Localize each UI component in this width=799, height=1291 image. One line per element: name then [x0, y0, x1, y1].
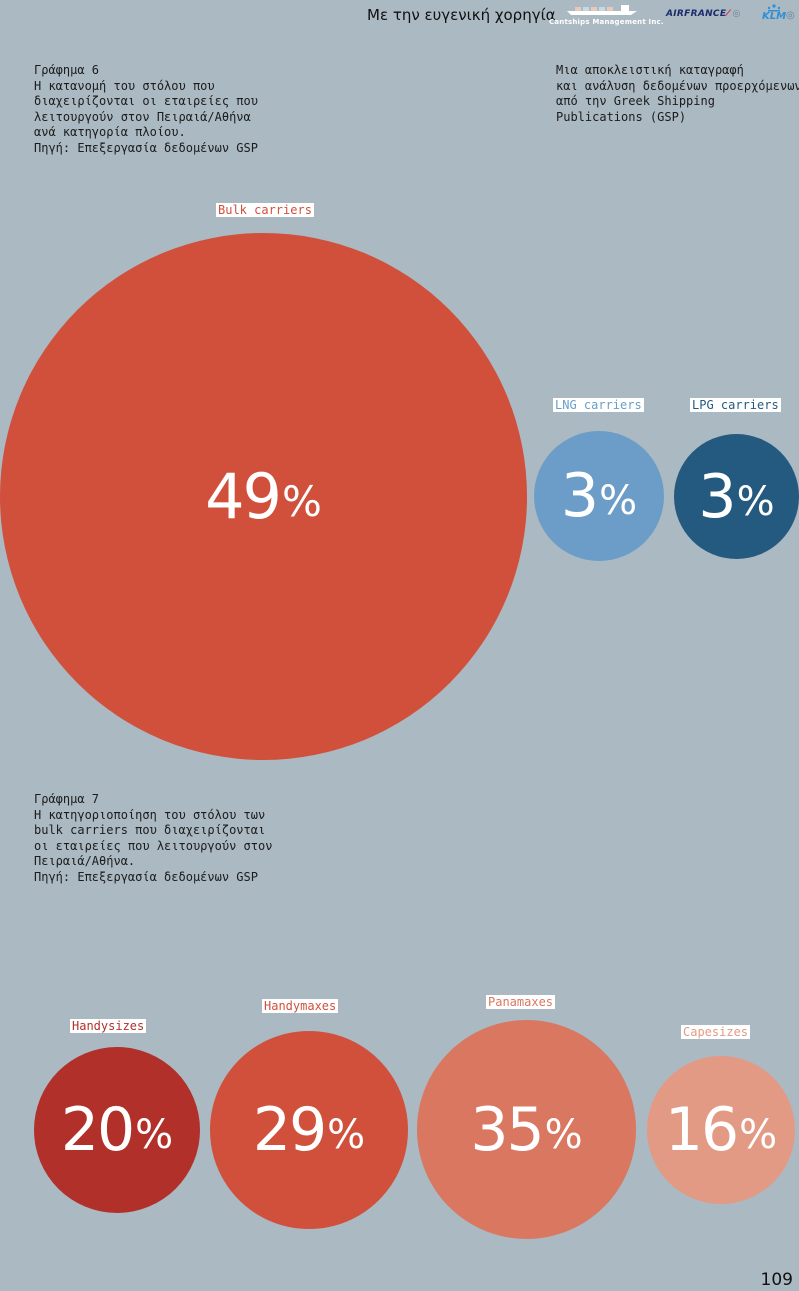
- value-label: 3: [698, 461, 736, 532]
- chart6-caption: Γράφημα 6 Η κατανομή του στόλου που διαχ…: [34, 63, 258, 156]
- bubble-handymaxes: 29%: [210, 1031, 408, 1229]
- unit-label: %: [599, 478, 638, 524]
- category-label-lng-carriers: LNG carriers: [553, 398, 644, 412]
- caption-line: διαχειρίζονται οι εταιρείες που: [34, 94, 258, 108]
- caption-line: Η κατηγοριοποίηση του στόλου των: [34, 807, 266, 822]
- crown-icon: [767, 4, 781, 12]
- bubble-handysizes: 20%: [34, 1047, 200, 1213]
- unit-label: %: [281, 477, 322, 526]
- klm-logo: KLM ◎: [760, 4, 798, 24]
- caption-line: Πηγή: Επεξεργασία δεδομένων GSP: [34, 869, 258, 884]
- airfrance-logo: AIRFRANCE⁄ ◎: [666, 9, 741, 19]
- unit-label: %: [544, 1111, 583, 1158]
- value-label: 20: [60, 1095, 135, 1165]
- note-line: και ανάλυση δεδομένων προερχόμενων: [556, 78, 799, 93]
- category-label-lpg-carriers: LPG carriers: [690, 398, 781, 412]
- globe-icon: ◎: [732, 9, 741, 19]
- value-label: 16: [664, 1095, 739, 1165]
- bubble-capesizes: 16%: [647, 1056, 795, 1204]
- category-label-bulk-carriers: Bulk carriers: [216, 203, 314, 217]
- caption-line: Πειραιά/Αθήνα.: [34, 854, 136, 868]
- unit-label: %: [135, 1112, 174, 1158]
- value-label: 29: [252, 1095, 327, 1165]
- caption-line: οι εταιρείες που λειτουργούν στον: [34, 838, 273, 853]
- caption-line: Πηγή: Επεξεργασία δεδομένων GSP: [34, 140, 258, 155]
- value-label: 3: [560, 461, 599, 531]
- caption-line: Γράφημα 7: [34, 792, 100, 806]
- caption-line: λειτουργούν στον Πειραιά/Αθήνα: [34, 109, 251, 124]
- klm-text: KLM: [762, 11, 787, 22]
- caption-line: Γράφημα 6: [34, 63, 100, 77]
- caption-line: Η κατανομή του στόλου που: [34, 78, 215, 93]
- unit-label: %: [739, 1112, 778, 1158]
- ship-company-name: Cantships Management Inc.: [549, 18, 664, 26]
- ship-company-logo: Cantships Management Inc.: [549, 2, 664, 28]
- airfrance-mark-icon: ⁄: [727, 9, 730, 19]
- airfrance-text: AIRFRANCE: [666, 9, 727, 19]
- sponsor-text: Με την ευγενική χορηγία: [367, 6, 556, 24]
- unit-label: %: [736, 478, 775, 525]
- globe-icon: ◎: [786, 10, 795, 21]
- caption-line: ανά κατηγορία πλοίου.: [34, 125, 186, 139]
- bubble-bulk-carriers: 49%: [0, 233, 527, 760]
- note-line: από την Greek Shipping: [556, 94, 715, 108]
- unit-label: %: [327, 1112, 366, 1158]
- page-number: 109: [760, 1270, 793, 1290]
- chart7-caption: Γράφημα 7 Η κατηγοριοποίηση του στόλου τ…: [34, 792, 272, 885]
- source-note: Μια αποκλειστική καταγραφή και ανάλυση δ…: [556, 63, 799, 125]
- note-line: Μια αποκλειστική καταγραφή: [556, 63, 744, 77]
- value-label: 35: [470, 1094, 544, 1165]
- category-label-handymaxes: Handymaxes: [262, 999, 339, 1013]
- ship-icon: [567, 5, 637, 15]
- value-label: 49: [205, 460, 282, 533]
- category-label-handysizes: Handysizes: [70, 1019, 147, 1033]
- category-label-panamaxes: Panamaxes: [486, 995, 556, 1009]
- caption-line: bulk carriers που διαχειρίζονται: [34, 823, 266, 837]
- note-line: Publications (GSP): [556, 109, 687, 124]
- category-label-capesizes: Capesizes: [681, 1025, 751, 1039]
- bubble-panamaxes: 35%: [417, 1020, 636, 1239]
- bubble-lpg-carriers: 3%: [674, 434, 799, 559]
- bubble-lng-carriers: 3%: [534, 431, 664, 561]
